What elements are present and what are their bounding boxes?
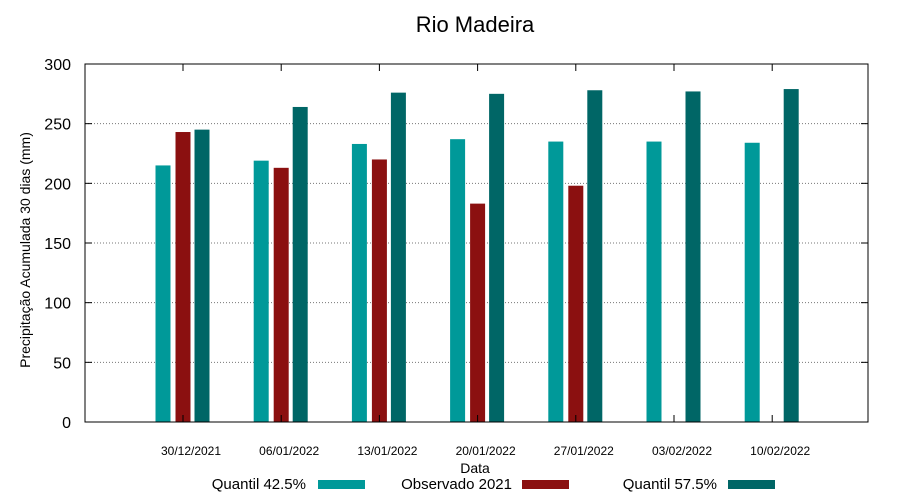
bar-3-4 (489, 93, 505, 422)
y-tick-label: 200 (44, 176, 71, 193)
chart-title: Rio Madeira (416, 12, 535, 37)
y-tick-label: 100 (44, 296, 71, 313)
x-axis-label: Data (460, 460, 490, 476)
bar-1-2 (253, 160, 269, 422)
bar-1-1 (155, 165, 171, 422)
bar-3-3 (390, 92, 406, 422)
legend-label-2: Observado 2021 (401, 476, 512, 493)
bar-1-4 (450, 139, 466, 422)
x-tick-label: 10/02/2022 (750, 444, 810, 458)
legend-swatch-1 (318, 480, 365, 489)
bar-2-5 (568, 185, 584, 422)
bar-2-3 (371, 159, 387, 422)
bar-2-1 (175, 132, 191, 422)
legend: Quantil 42.5% Observado 2021 Quantil 57.5% (212, 476, 775, 493)
legend-swatch-2 (522, 480, 569, 489)
bars (155, 89, 799, 423)
x-tick-label: 03/02/2022 (652, 444, 712, 458)
y-tick-label: 0 (62, 415, 71, 432)
y-tick-label: 300 (44, 57, 71, 74)
bar-1-3 (351, 143, 367, 422)
x-tick-label: 30/12/2021 (161, 444, 221, 458)
y-tick-label: 250 (44, 117, 71, 134)
y-axis-label: Precipitação Acumulada 30 dias (mm) (17, 132, 33, 368)
bar-2-2 (273, 167, 289, 422)
bar-3-6 (685, 91, 701, 423)
bar-2-4 (470, 203, 486, 422)
x-tick-label: 06/01/2022 (259, 444, 319, 458)
legend-swatch-3 (728, 480, 775, 489)
bar-1-7 (744, 142, 760, 422)
legend-label-3: Quantil 57.5% (623, 476, 717, 493)
bar-3-7 (783, 89, 799, 422)
x-tick-label: 27/01/2022 (554, 444, 614, 458)
bar-3-2 (292, 106, 308, 423)
x-tick-label: 13/01/2022 (357, 444, 417, 458)
bar-1-5 (548, 141, 564, 423)
bar-1-6 (646, 141, 662, 423)
bar-3-5 (587, 90, 603, 423)
y-tick-label: 50 (53, 355, 71, 372)
axes: 0 50 100 150 200 250 300 30/12/2021 06/01/2022 13… (44, 57, 868, 458)
y-tick-label: 150 (44, 236, 71, 253)
x-tick-label: 20/01/2022 (456, 444, 516, 458)
bar-3-1 (194, 129, 210, 422)
legend-label-1: Quantil 42.5% (212, 476, 306, 493)
